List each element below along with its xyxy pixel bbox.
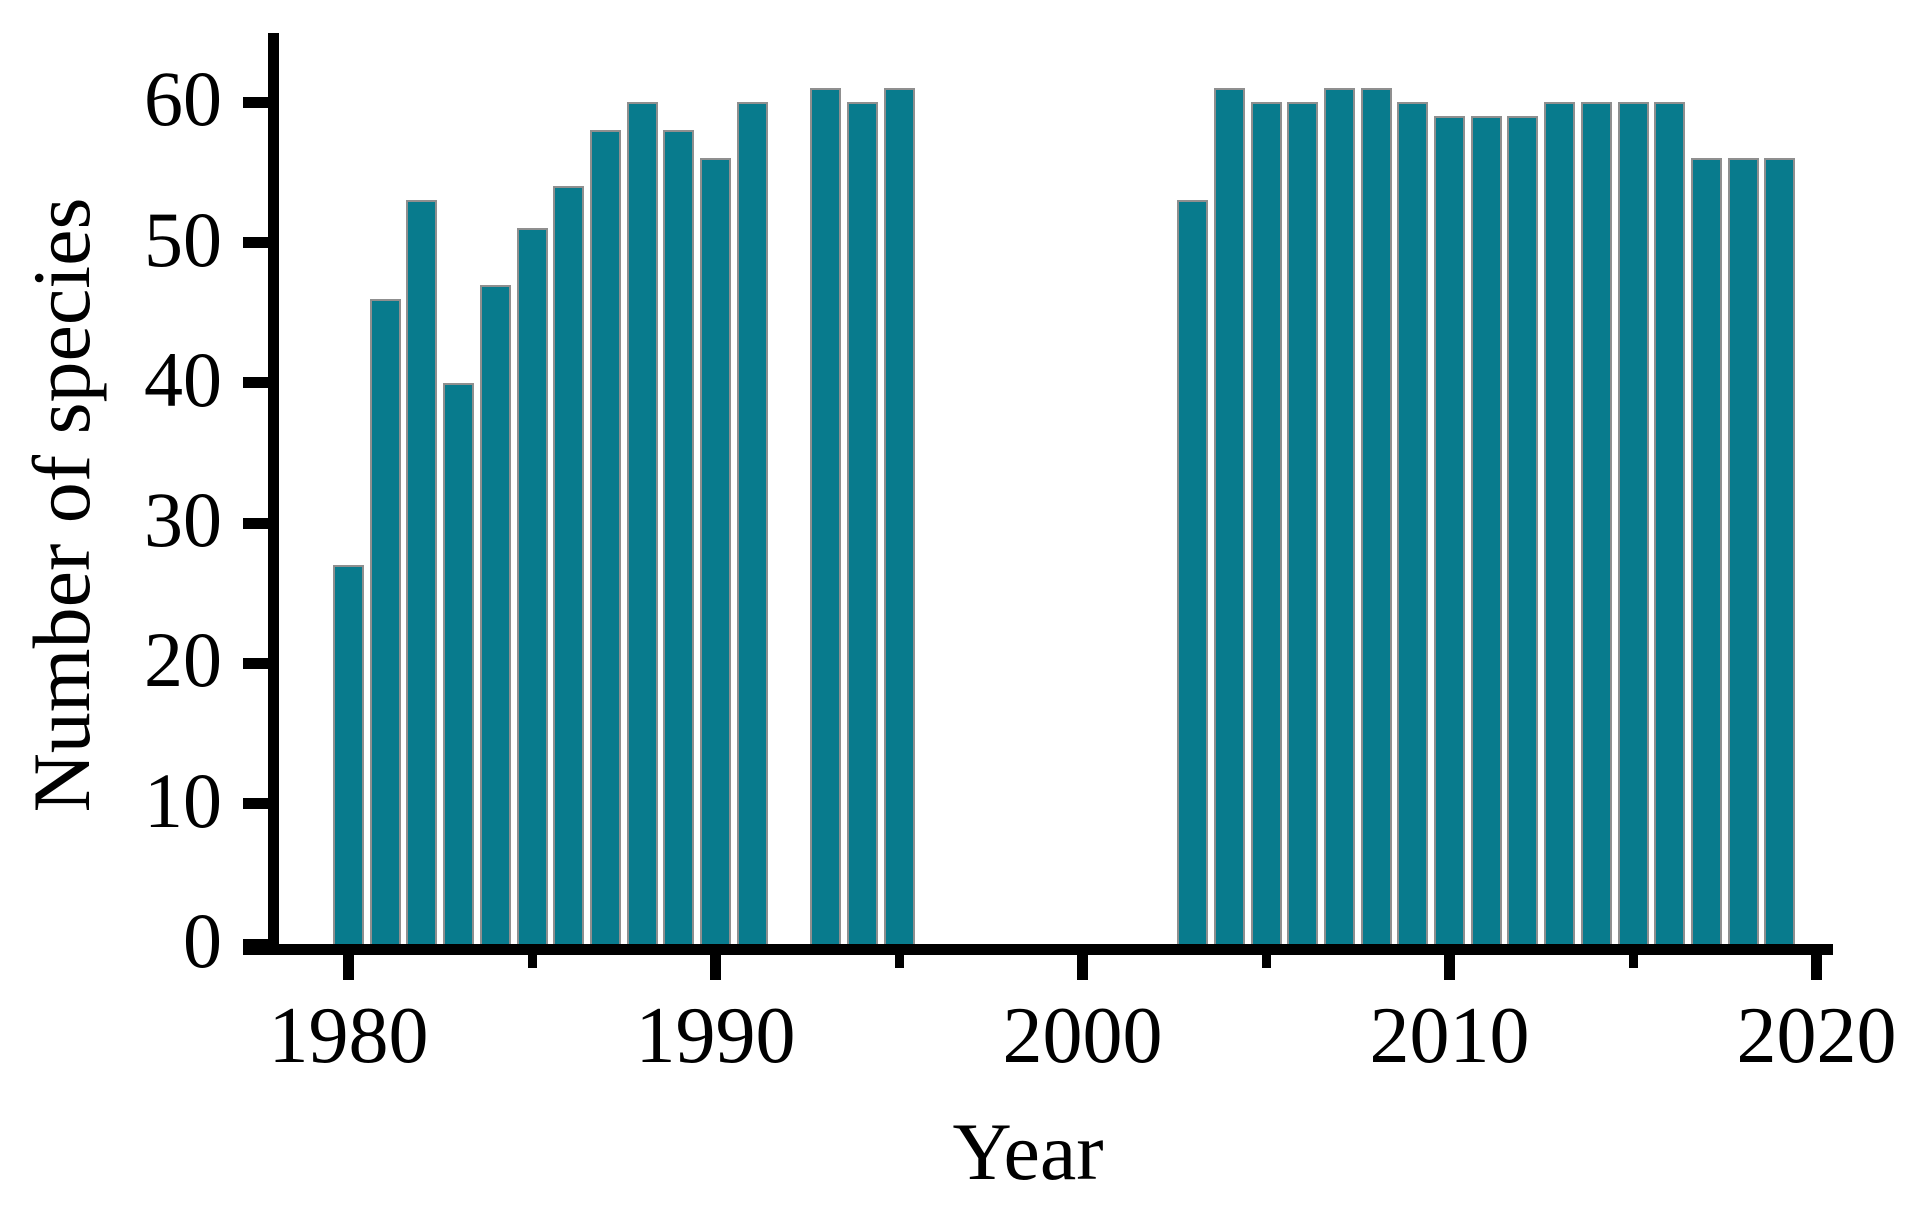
bar-1985 bbox=[516, 228, 548, 950]
y-tick-30 bbox=[243, 517, 268, 529]
bar-2007 bbox=[1323, 88, 1355, 950]
y-tick-label-30: 30 bbox=[144, 476, 222, 564]
bar-2009 bbox=[1397, 102, 1429, 950]
x-tick-2010 bbox=[1444, 955, 1455, 980]
y-tick-label-20: 20 bbox=[144, 616, 222, 704]
y-axis-title: Number of species bbox=[15, 197, 107, 813]
bar-1988 bbox=[626, 102, 658, 950]
x-minor-tick-1985 bbox=[527, 955, 537, 968]
x-minor-tick-2015 bbox=[1628, 955, 1638, 968]
y-tick-40 bbox=[243, 377, 268, 389]
x-minor-tick-2005 bbox=[1261, 955, 1271, 968]
x-tick-1980 bbox=[343, 955, 354, 980]
x-tick-label-2020: 2020 bbox=[1736, 992, 1897, 1080]
bar-1993 bbox=[810, 88, 842, 950]
bar-1984 bbox=[479, 284, 511, 950]
bar-1991 bbox=[736, 102, 768, 950]
x-tick-label-1990: 1990 bbox=[635, 992, 796, 1080]
x-axis-title: Year bbox=[952, 1105, 1104, 1197]
x-tick-2000 bbox=[1077, 955, 1088, 980]
bar-2019 bbox=[1764, 158, 1796, 950]
bar-2018 bbox=[1727, 158, 1759, 950]
x-tick-2020 bbox=[1811, 955, 1822, 980]
bar-1995 bbox=[883, 88, 915, 950]
y-tick-0 bbox=[243, 938, 268, 950]
y-tick-50 bbox=[243, 237, 268, 248]
y-tick-60 bbox=[243, 96, 268, 108]
bar-2016 bbox=[1654, 102, 1686, 950]
y-tick-label-60: 60 bbox=[144, 55, 222, 143]
x-axis-line bbox=[243, 944, 1833, 955]
bar-2004 bbox=[1213, 88, 1245, 950]
bar-2015 bbox=[1617, 102, 1649, 950]
bar-1980 bbox=[333, 565, 364, 950]
bar-2005 bbox=[1250, 102, 1282, 950]
x-tick-label-2010: 2010 bbox=[1369, 992, 1530, 1080]
bar-2011 bbox=[1470, 116, 1502, 950]
y-tick-label-0: 0 bbox=[183, 897, 222, 984]
bar-1983 bbox=[443, 382, 475, 950]
y-tick-label-10: 10 bbox=[144, 756, 222, 844]
bar-2012 bbox=[1507, 116, 1539, 950]
bar-2010 bbox=[1434, 116, 1465, 950]
x-minor-tick-1995 bbox=[894, 955, 904, 968]
bar-2013 bbox=[1544, 102, 1576, 950]
bar-1987 bbox=[589, 130, 621, 950]
bar-1989 bbox=[663, 130, 695, 950]
bar-2003 bbox=[1177, 200, 1209, 950]
y-tick-label-40: 40 bbox=[144, 335, 222, 423]
x-tick-label-2000: 2000 bbox=[1002, 992, 1163, 1080]
bar-2008 bbox=[1360, 88, 1392, 950]
bar-2017 bbox=[1690, 158, 1722, 950]
x-tick-1990 bbox=[710, 955, 721, 980]
y-tick-20 bbox=[243, 657, 268, 669]
y-axis-line bbox=[268, 33, 279, 955]
bar-1994 bbox=[846, 102, 878, 950]
bar-1982 bbox=[406, 200, 438, 950]
x-tick-label-1980: 1980 bbox=[268, 992, 429, 1080]
bar-1990 bbox=[700, 158, 731, 950]
y-tick-10 bbox=[243, 798, 268, 810]
y-tick-label-50: 50 bbox=[144, 195, 222, 283]
bar-1981 bbox=[369, 298, 401, 950]
bar-2014 bbox=[1580, 102, 1612, 950]
bar-1986 bbox=[553, 186, 585, 950]
bar-2006 bbox=[1287, 102, 1319, 950]
